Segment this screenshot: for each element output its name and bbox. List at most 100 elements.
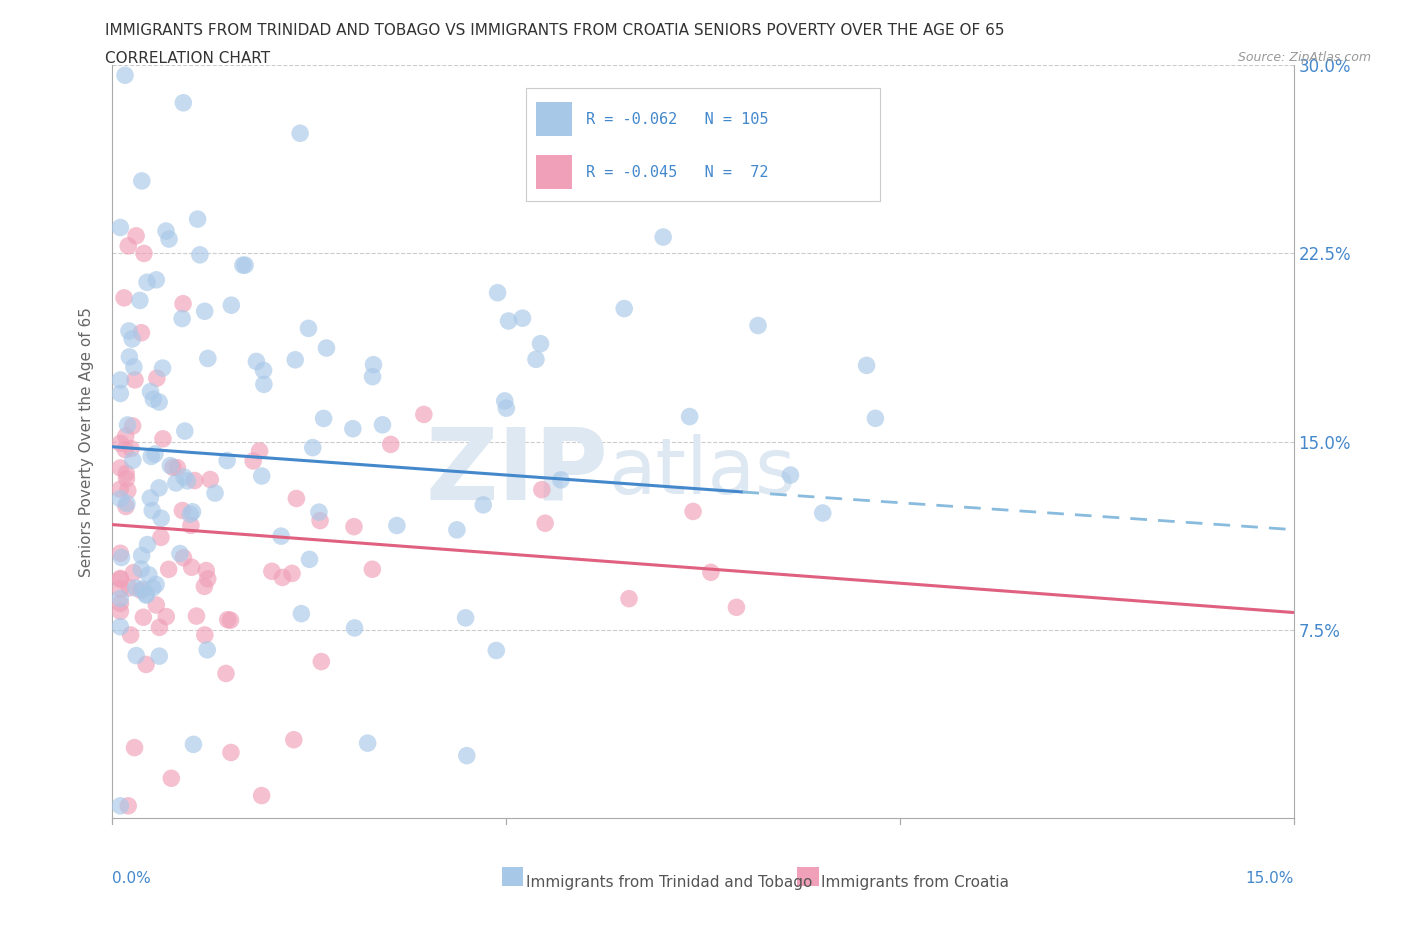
Point (173, 470, 195, 485)
Point (142, 580, 165, 595)
Point (297, 321, 319, 336)
Point (180, 518, 202, 533)
Point (110, 596, 132, 611)
Point (115, 496, 138, 511)
Point (172, 311, 194, 325)
Point (186, 608, 208, 623)
Point (132, 610, 155, 625)
Bar (797, 868, 818, 886)
Point (148, 394, 170, 409)
Point (110, 386, 132, 401)
Point (371, 418, 394, 432)
Point (485, 643, 508, 658)
Point (271, 570, 294, 585)
Point (117, 238, 139, 253)
Point (136, 275, 159, 290)
Point (412, 407, 434, 422)
Point (138, 567, 160, 582)
Point (121, 418, 143, 433)
Point (197, 351, 219, 365)
Point (217, 612, 239, 627)
Point (112, 290, 135, 305)
Point (131, 548, 153, 563)
Point (779, 468, 801, 483)
Point (270, 529, 292, 544)
Point (173, 423, 195, 438)
Point (529, 337, 551, 352)
Point (298, 551, 321, 566)
Point (110, 619, 132, 634)
Point (494, 393, 516, 408)
Point (233, 258, 256, 272)
Point (155, 223, 177, 238)
Point (110, 591, 132, 606)
Point (172, 297, 194, 312)
Point (700, 565, 723, 579)
Text: 15.0%: 15.0% (1246, 871, 1294, 886)
Point (135, 587, 157, 602)
Point (204, 485, 226, 500)
Point (110, 571, 132, 586)
Point (309, 513, 332, 528)
Point (176, 473, 198, 488)
Point (361, 562, 384, 577)
Point (122, 565, 145, 580)
Point (148, 481, 170, 496)
Point (250, 788, 273, 803)
Point (145, 577, 167, 591)
Text: CORRELATION CHART: CORRELATION CHART (105, 51, 270, 66)
Point (131, 326, 153, 340)
Point (290, 606, 312, 621)
Point (678, 409, 700, 424)
Point (118, 350, 141, 365)
Point (114, 442, 136, 457)
Point (110, 220, 132, 235)
Point (747, 318, 769, 333)
Point (120, 628, 142, 643)
Point (855, 358, 877, 373)
Point (811, 506, 834, 521)
Point (311, 654, 333, 669)
Point (173, 551, 195, 565)
Text: 0.0%: 0.0% (112, 871, 152, 886)
Point (118, 580, 141, 595)
Point (132, 246, 155, 260)
Point (343, 519, 366, 534)
Point (165, 475, 187, 490)
Point (114, 68, 136, 83)
Point (110, 460, 132, 475)
Point (524, 352, 547, 366)
Point (195, 643, 218, 658)
Point (166, 460, 188, 475)
Text: IMMIGRANTS FROM TRINIDAD AND TOBAGO VS IMMIGRANTS FROM CROATIA SENIORS POVERTY O: IMMIGRANTS FROM TRINIDAD AND TOBAGO VS I… (105, 23, 1005, 38)
Point (149, 530, 172, 545)
Point (155, 609, 177, 624)
Point (110, 546, 132, 561)
Point (110, 436, 132, 451)
Point (125, 229, 148, 244)
Point (143, 446, 166, 461)
Point (141, 503, 163, 518)
Point (343, 620, 366, 635)
Point (215, 666, 238, 681)
Point (193, 579, 215, 594)
Text: ZIP: ZIP (426, 423, 609, 521)
Point (125, 648, 148, 663)
Point (157, 562, 180, 577)
Point (117, 798, 139, 813)
Point (200, 472, 222, 487)
Point (281, 566, 304, 581)
Text: Source: ZipAtlas.com: Source: ZipAtlas.com (1237, 51, 1371, 64)
Point (361, 369, 384, 384)
Point (146, 371, 169, 386)
Point (129, 562, 152, 577)
Y-axis label: Seniors Poverty Over the Age of 65: Seniors Poverty Over the Age of 65 (79, 307, 94, 577)
Point (288, 126, 311, 140)
Point (253, 377, 276, 392)
Point (530, 483, 553, 498)
Point (141, 449, 163, 464)
Point (446, 523, 468, 538)
Point (194, 628, 217, 643)
Point (495, 401, 517, 416)
Point (363, 357, 385, 372)
